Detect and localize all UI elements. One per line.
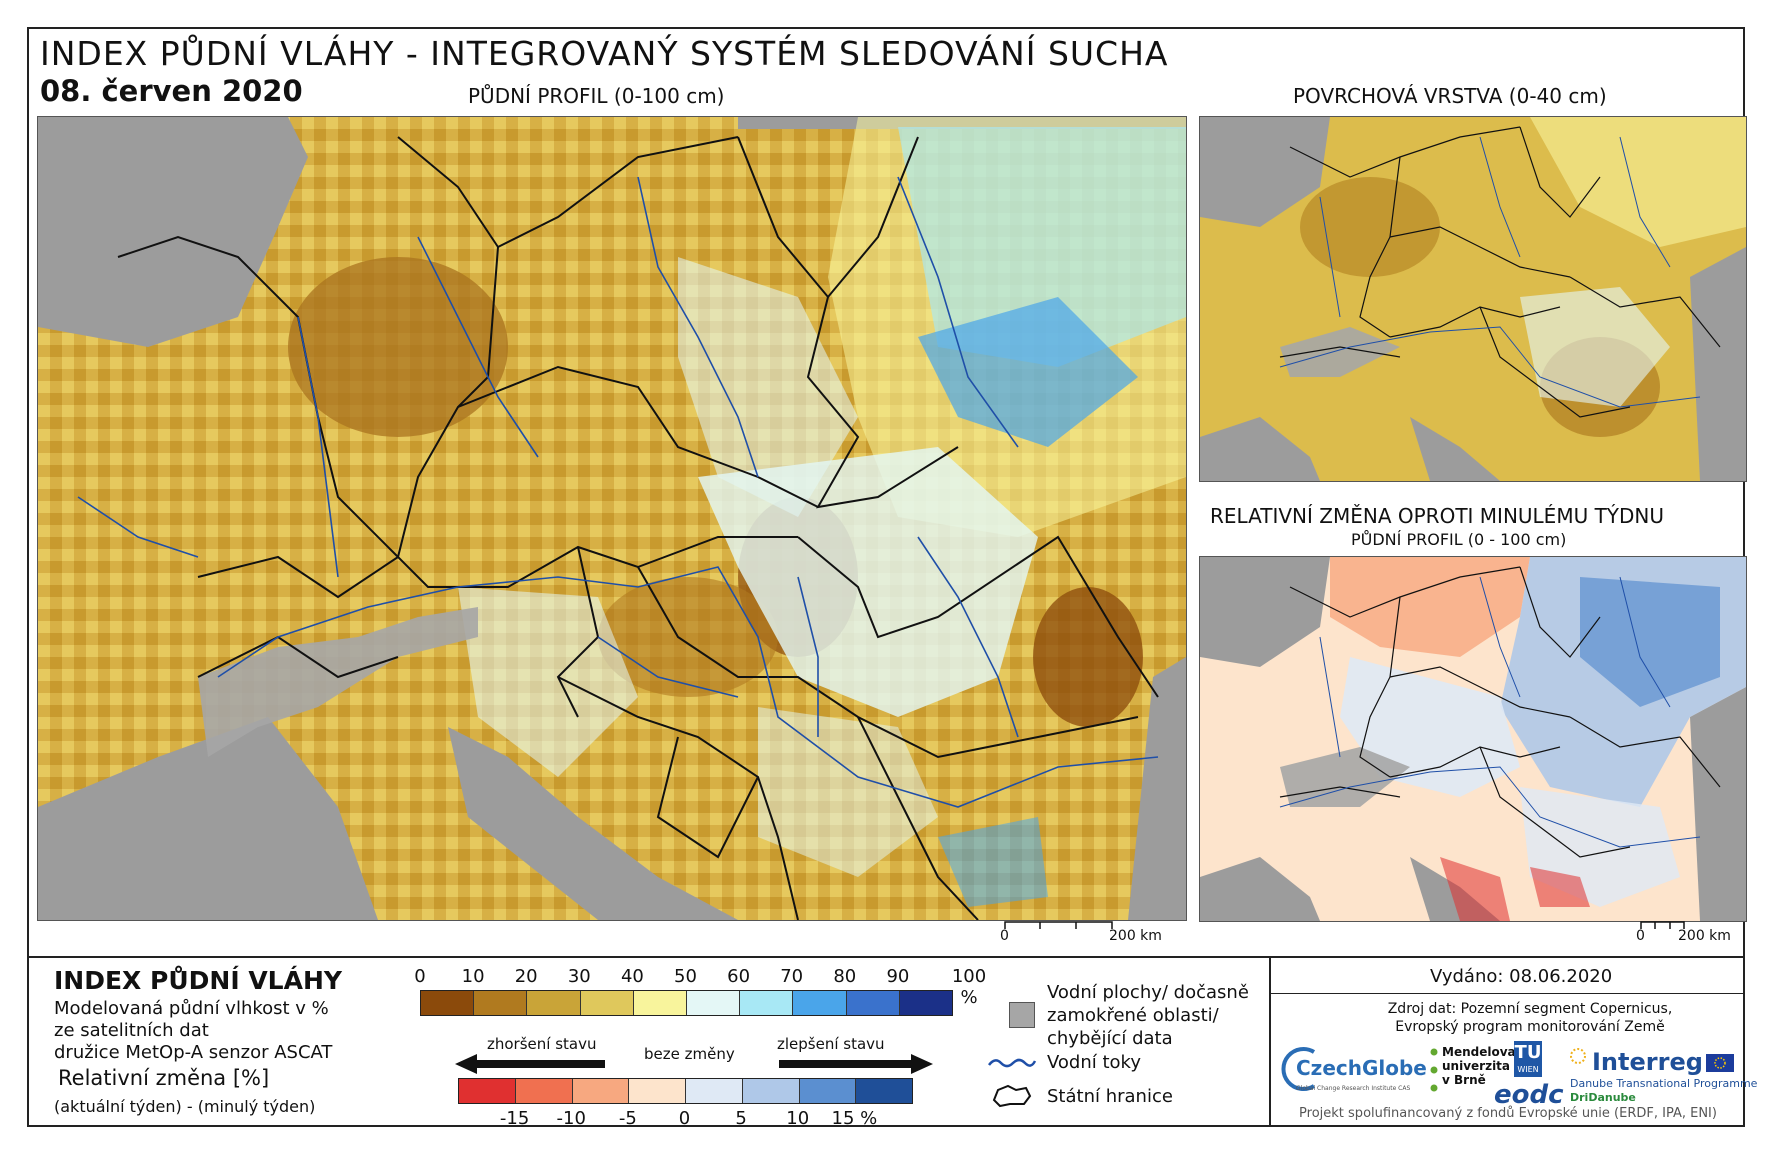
change-tick-label: 0 bbox=[678, 1108, 691, 1129]
moisture-tick-label: 70 bbox=[780, 966, 804, 987]
arrow-better-label: zlepšení stavu bbox=[777, 1035, 885, 1053]
change-tick-label: 5 bbox=[735, 1108, 747, 1129]
change-scale-zero: 0 bbox=[1636, 928, 1645, 944]
change-tick-label: 10 bbox=[786, 1108, 810, 1129]
change-map-title: RELATIVNÍ ZMĚNA OPROTI MINULÉMU TÝDNU bbox=[1210, 504, 1665, 528]
surface-layer-map[interactable] bbox=[1199, 116, 1747, 482]
moisture-tick-label: 50 bbox=[674, 966, 697, 987]
date-label: 08. červen 2020 bbox=[40, 74, 303, 108]
change-scale-end: 200 km bbox=[1678, 928, 1731, 944]
main-scale-bar bbox=[1004, 921, 1113, 929]
moisture-swatch-8 bbox=[846, 991, 900, 1015]
moisture-tick-label: 40 bbox=[620, 966, 644, 987]
relative-change-map[interactable] bbox=[1199, 556, 1747, 922]
change-map-graphic bbox=[1200, 557, 1746, 921]
info-divider bbox=[1269, 957, 1271, 1127]
change-legend-subtitle: (aktuální týden) - (minulý týden) bbox=[54, 1097, 316, 1116]
change-map-subtitle: PŮDNÍ PROFIL (0 - 100 cm) bbox=[1351, 530, 1567, 549]
change-tick-label: 15 % bbox=[831, 1108, 878, 1129]
main-map-graphic bbox=[38, 117, 1186, 920]
change-swatch-5 bbox=[742, 1079, 800, 1103]
source-line-2: Evropský program monitorování Země bbox=[1395, 1019, 1665, 1035]
issued-date: Vydáno: 08.06.2020 bbox=[1430, 966, 1613, 987]
river-legend-label: Vodní toky bbox=[1047, 1052, 1141, 1073]
moisture-tick-label: 20 bbox=[514, 966, 538, 987]
moisture-tick-label: 80 bbox=[833, 966, 857, 987]
legend-description-2: ze satelitních dat bbox=[54, 1020, 209, 1041]
main-title: INDEX PŮDNÍ VLÁHY - INTEGROVANÝ SYSTÉM S… bbox=[40, 34, 1169, 73]
water-missing-swatch bbox=[1009, 1002, 1035, 1028]
czechglobe-subtitle: Global Change Research Institute CAS bbox=[1296, 1085, 1411, 1092]
moisture-swatch-7 bbox=[793, 991, 847, 1015]
tu-wien-logo: TU WIEN bbox=[1514, 1041, 1542, 1077]
change-swatch-3 bbox=[629, 1079, 686, 1103]
moisture-swatch-1 bbox=[474, 991, 528, 1015]
legend-description-3: družice MetOp-A senzor ASCAT bbox=[54, 1042, 333, 1063]
moisture-tick-label: 10 bbox=[461, 966, 485, 987]
arrow-worse-label: zhoršení stavu bbox=[487, 1035, 597, 1053]
moisture-swatch-5 bbox=[687, 991, 741, 1015]
legend-description-1: Modelovaná půdní vlhkost v % bbox=[54, 998, 329, 1019]
tu-logo-subtext: WIEN bbox=[1517, 1065, 1539, 1074]
funding-footer: Projekt spolufinancovaný z fondů Evropsk… bbox=[1299, 1106, 1717, 1121]
moisture-swatch-3 bbox=[580, 991, 634, 1015]
change-tick-label: -5 bbox=[618, 1108, 637, 1129]
surface-map-title: POVRCHOVÁ VRSTVA (0-40 cm) bbox=[1293, 84, 1607, 108]
tu-logo-text: TU bbox=[1514, 1042, 1542, 1063]
interreg-star-icon bbox=[1570, 1048, 1586, 1064]
border-symbol-icon bbox=[992, 1084, 1032, 1108]
eu-stars-icon bbox=[1714, 1057, 1726, 1069]
interreg-logo: Interreg bbox=[1592, 1048, 1703, 1076]
moisture-swatch-6 bbox=[740, 991, 794, 1015]
moisture-tick-label: 30 bbox=[567, 966, 591, 987]
main-scale-zero: 0 bbox=[1000, 928, 1009, 944]
mendel-logo-line-2: univerzita bbox=[1442, 1059, 1511, 1073]
change-legend-title: Relativní změna [%] bbox=[58, 1066, 270, 1090]
change-swatch-1 bbox=[515, 1079, 573, 1103]
change-tick-label: -10 bbox=[556, 1108, 586, 1129]
change-scale-bar bbox=[1640, 921, 1685, 929]
change-tick-label: -15 bbox=[499, 1108, 530, 1129]
change-swatch-2 bbox=[572, 1079, 630, 1103]
info-rule bbox=[1271, 993, 1745, 994]
czechglobe-logo: CzechGlobe bbox=[1296, 1056, 1427, 1080]
eodc-logo: eodc bbox=[1494, 1080, 1564, 1110]
change-swatch-6 bbox=[799, 1079, 857, 1103]
mendel-logo-line-3: v Brně bbox=[1442, 1073, 1486, 1087]
water-legend-line-1: Vodní plochy/ dočasně bbox=[1047, 982, 1249, 1003]
mendel-logo-line-1: Mendelova bbox=[1442, 1045, 1516, 1059]
main-soil-profile-map[interactable] bbox=[37, 116, 1187, 921]
moisture-swatch-4 bbox=[633, 991, 688, 1015]
water-legend-line-3: chybějící data bbox=[1047, 1028, 1173, 1049]
legend-title: INDEX PŮDNÍ VLÁHY bbox=[54, 966, 342, 995]
main-scale-end: 200 km bbox=[1109, 928, 1162, 944]
water-legend-line-2: zamokřené oblasti/ bbox=[1047, 1005, 1219, 1026]
change-swatch-0 bbox=[459, 1079, 516, 1103]
moisture-color-scale bbox=[420, 990, 953, 1016]
moisture-swatch-2 bbox=[527, 991, 581, 1015]
river-symbol-icon bbox=[988, 1058, 1037, 1068]
moisture-swatch-0 bbox=[421, 991, 475, 1015]
change-color-scale bbox=[458, 1078, 913, 1104]
czechglobe-logo-icon bbox=[1281, 1047, 1316, 1091]
moisture-tick-label: 90 bbox=[886, 966, 910, 987]
arrow-none-label: beze změny bbox=[644, 1045, 735, 1063]
legend-divider bbox=[27, 956, 1745, 958]
change-direction-arrows bbox=[455, 1054, 933, 1074]
moisture-tick-label: 60 bbox=[727, 966, 751, 987]
moisture-swatch-9 bbox=[899, 991, 953, 1015]
change-swatch-4 bbox=[686, 1079, 743, 1103]
source-line-1: Zdroj dat: Pozemní segment Copernicus, bbox=[1387, 1001, 1673, 1017]
main-map-title: PŮDNÍ PROFIL (0-100 cm) bbox=[468, 84, 725, 108]
eu-flag-icon bbox=[1706, 1054, 1734, 1072]
surface-map-graphic bbox=[1200, 117, 1746, 481]
interreg-subtitle-1: Danube Transnational Programme bbox=[1570, 1077, 1758, 1090]
interreg-subtitle-2: DriDanube bbox=[1570, 1091, 1636, 1104]
moisture-tick-label: 100 % bbox=[951, 966, 987, 1008]
change-swatch-7 bbox=[856, 1079, 912, 1103]
border-legend-label: Státní hranice bbox=[1047, 1086, 1173, 1107]
moisture-tick-label: 0 bbox=[414, 966, 426, 987]
mendel-logo-dots bbox=[1430, 1048, 1438, 1092]
